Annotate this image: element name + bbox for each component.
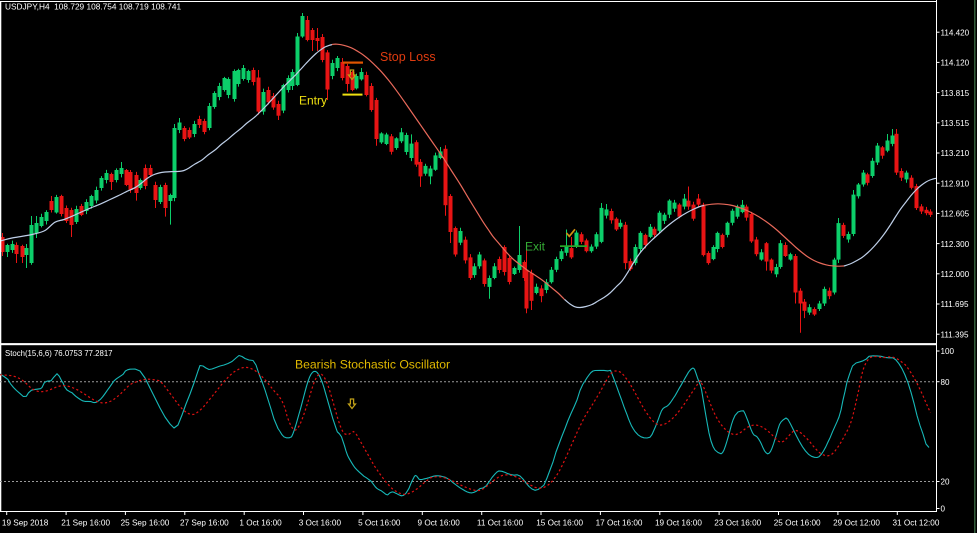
svg-text:5 Oct 16:00: 5 Oct 16:00 [358, 519, 401, 528]
svg-text:114.420: 114.420 [941, 28, 970, 37]
svg-text:9 Oct 16:00: 9 Oct 16:00 [418, 519, 461, 528]
svg-text:1 Oct 16:00: 1 Oct 16:00 [239, 519, 282, 528]
svg-text:80: 80 [941, 378, 951, 387]
svg-text:25 Oct 16:00: 25 Oct 16:00 [774, 519, 821, 528]
svg-text:19 Sep 2018: 19 Sep 2018 [2, 519, 49, 528]
svg-text:21 Sep 16:00: 21 Sep 16:00 [61, 519, 110, 528]
svg-text:Stop Loss: Stop Loss [380, 50, 436, 64]
svg-text:3 Oct 16:00: 3 Oct 16:00 [299, 519, 342, 528]
svg-text:112.000: 112.000 [941, 270, 970, 279]
svg-text:20: 20 [941, 478, 951, 487]
svg-text:27 Sep 16:00: 27 Sep 16:00 [180, 519, 229, 528]
svg-text:23 Oct 16:00: 23 Oct 16:00 [714, 519, 761, 528]
svg-text:0: 0 [941, 505, 946, 514]
svg-text:111.695: 111.695 [941, 300, 970, 309]
svg-text:113.515: 113.515 [941, 119, 970, 128]
svg-text:Exit: Exit [525, 240, 546, 254]
svg-text:111.395: 111.395 [941, 330, 970, 339]
svg-text:25 Sep 16:00: 25 Sep 16:00 [121, 519, 170, 528]
svg-text:100: 100 [941, 347, 955, 356]
svg-text:114.120: 114.120 [941, 59, 970, 68]
svg-text:29 Oct 12:00: 29 Oct 12:00 [833, 519, 880, 528]
svg-text:112.300: 112.300 [941, 240, 970, 249]
svg-text:Bearish Stochastic Oscillator: Bearish Stochastic Oscillator [295, 358, 450, 372]
svg-text:112.910: 112.910 [941, 179, 970, 188]
svg-text:17 Oct 16:00: 17 Oct 16:00 [596, 519, 643, 528]
svg-text:113.815: 113.815 [941, 89, 970, 98]
svg-text:19 Oct 16:00: 19 Oct 16:00 [655, 519, 702, 528]
svg-text:Entry: Entry [299, 94, 327, 108]
svg-text:11 Oct 16:00: 11 Oct 16:00 [477, 519, 524, 528]
svg-text:113.210: 113.210 [941, 149, 970, 158]
svg-text:112.605: 112.605 [941, 210, 970, 219]
svg-text:USDJPY,H4 108.729 108.754 108: USDJPY,H4 108.729 108.754 108.719 108.74… [5, 2, 181, 12]
svg-text:15 Oct 16:00: 15 Oct 16:00 [536, 519, 583, 528]
svg-text:Stoch(15,6,6) 76.0753 77.2817: Stoch(15,6,6) 76.0753 77.2817 [5, 349, 113, 358]
svg-text:31 Oct 12:00: 31 Oct 12:00 [893, 519, 940, 528]
